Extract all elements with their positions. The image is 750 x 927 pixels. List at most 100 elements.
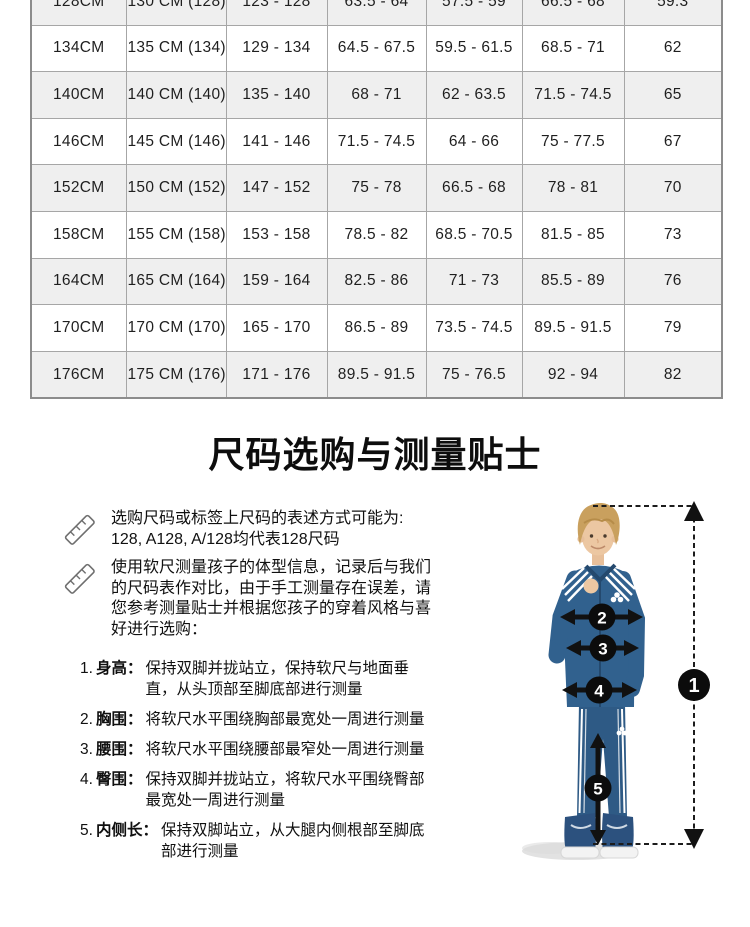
step-number: 1. (80, 660, 93, 677)
cell-size: 176CM (30, 350, 127, 399)
step-text: 保持双脚并拢站立，将软尺水平围绕臀部最宽处一周进行测量 (145, 771, 425, 809)
step-number: 2. (80, 711, 93, 728)
tip-text-line: 128, A128, A/128均代表128尺码 (111, 530, 340, 548)
tip-item-measure-advice: 使用软尺测量孩子的体型信息，记录后与我们的尺码表作对比，由于手工测量存在误差，请… (62, 558, 444, 640)
cell-size: 158CM (30, 210, 127, 259)
ruler-icon (64, 563, 95, 594)
cell-height: 165 - 170 (225, 304, 328, 352)
cell-hip: 68.5 - 71 (521, 24, 625, 73)
trefoil-logo (616, 726, 628, 736)
step-label: 身高： (95, 660, 143, 677)
cell-hip: 66.5 - 68 (521, 0, 625, 26)
cell-size-label: 155 CM (158) (125, 210, 227, 259)
cell-size-label: 170 CM (170) (125, 304, 227, 352)
cell-size-label: 145 CM (146) (125, 117, 227, 166)
tip-text-line: 选购尺码或标签上尺码的表述方式可能为: (111, 510, 404, 527)
measurement-step: 5. 内侧长： 保持双脚站立，从大腿内侧根部至脚底部进行测量 (80, 820, 436, 862)
cell-size-label: 175 CM (176) (125, 350, 227, 399)
cell-size-label: 135 CM (134) (125, 24, 227, 73)
cell-chest: 78.5 - 82 (326, 210, 427, 259)
step-text: 保持双脚站立，从大腿内侧根部至脚底部进行测量 (160, 822, 425, 860)
cell-waist: 62 - 63.5 (425, 71, 523, 119)
three-stripes (561, 567, 636, 602)
measurement-figure: 1 2 3 4 5 (522, 501, 710, 860)
table-row: 164CM 165 CM (164) 159 - 164 82.5 - 86 7… (30, 257, 723, 306)
cell-waist: 73.5 - 74.5 (425, 304, 523, 352)
table-row: 140CM 140 CM (140) 135 - 140 68 - 71 62 … (30, 71, 723, 119)
cell-hip: 75 - 77.5 (521, 117, 625, 166)
tip-text: 使用软尺测量孩子的体型信息，记录后与我们的尺码表作对比，由于手工测量存在误差，请… (111, 559, 432, 638)
cell-chest: 64.5 - 67.5 (326, 24, 427, 73)
cell-inseam: 59.3 (623, 0, 723, 26)
step-label: 腰围： (95, 741, 143, 758)
step-number: 5. (80, 822, 93, 839)
cell-chest: 82.5 - 86 (326, 257, 427, 306)
cell-size-label: 130 CM (128) (125, 0, 227, 26)
cell-inseam: 62 (623, 24, 723, 73)
measurement-step: 1. 身高： 保持双脚并拢站立，保持软尺与地面垂直，从头顶部至脚底部进行测量 (80, 658, 436, 700)
table-row: 146CM 145 CM (146) 141 - 146 71.5 - 74.5… (30, 117, 723, 166)
table-row: 152CM 150 CM (152) 147 - 152 75 - 78 66.… (30, 164, 723, 212)
tip-item-size-notation: 选购尺码或标签上尺码的表述方式可能为: 128, A128, A/128均代表1… (62, 509, 444, 550)
height-arrowheads (684, 501, 704, 849)
table-row: 176CM 175 CM (176) 171 - 176 89.5 - 91.5… (30, 350, 723, 399)
cell-height: 153 - 158 (225, 210, 328, 259)
cell-chest: 75 - 78 (326, 164, 427, 212)
trefoil-logo (610, 592, 624, 603)
measurement-step: 3. 腰围： 将软尺水平围绕腰部最窄处一周进行测量 (80, 739, 436, 760)
cell-chest: 89.5 - 91.5 (326, 350, 427, 399)
cell-size: 146CM (30, 117, 127, 166)
cell-waist: 64 - 66 (425, 117, 523, 166)
cell-size-label: 150 CM (152) (125, 164, 227, 212)
cell-inseam: 79 (623, 304, 723, 352)
cell-waist: 68.5 - 70.5 (425, 210, 523, 259)
cell-inseam: 67 (623, 117, 723, 166)
step-text: 保持双脚并拢站立，保持软尺与地面垂直，从头顶部至脚底部进行测量 (145, 660, 409, 698)
cell-chest: 63.5 - 64 (326, 0, 427, 26)
cell-size-label: 165 CM (164) (125, 257, 227, 306)
cell-size-label: 140 CM (140) (125, 71, 227, 119)
cell-hip: 89.5 - 91.5 (521, 304, 625, 352)
cell-height: 123 - 128 (225, 0, 328, 26)
cell-height: 171 - 176 (225, 350, 328, 399)
cell-waist: 57.5 - 59 (425, 0, 523, 26)
cell-waist: 71 - 73 (425, 257, 523, 306)
cell-size: 140CM (30, 71, 127, 119)
cell-inseam: 76 (623, 257, 723, 306)
step-label: 内侧长： (95, 822, 158, 839)
marker-chest: 2 (560, 603, 643, 631)
cell-inseam: 73 (623, 210, 723, 259)
cell-height: 147 - 152 (225, 164, 328, 212)
marker-hip: 4 (562, 676, 637, 704)
table-row: 134CM 135 CM (134) 129 - 134 64.5 - 67.5… (30, 24, 723, 73)
measurement-steps: 1. 身高： 保持双脚并拢站立，保持软尺与地面垂直，从头顶部至脚底部进行测量 2… (80, 658, 436, 871)
cell-height: 159 - 164 (225, 257, 328, 306)
cell-size: 128CM (30, 0, 127, 26)
cell-hip: 71.5 - 74.5 (521, 71, 625, 119)
step-text: 将软尺水平围绕胸部最宽处一周进行测量 (145, 711, 425, 728)
table-row: 128CM 130 CM (128) 123 - 128 63.5 - 64 5… (30, 0, 723, 26)
marker-number: 3 (598, 640, 607, 659)
cell-waist: 59.5 - 61.5 (425, 24, 523, 73)
marker-inseam: 5 (584, 733, 612, 845)
size-chart-table: 128CM 130 CM (128) 123 - 128 63.5 - 64 5… (30, 0, 723, 400)
cell-hip: 85.5 - 89 (521, 257, 625, 306)
step-number: 3. (80, 741, 93, 758)
marker-waist: 3 (566, 634, 639, 662)
marker-number: 5 (593, 780, 602, 799)
table-row: 158CM 155 CM (158) 153 - 158 78.5 - 82 6… (30, 210, 723, 259)
cell-inseam: 70 (623, 164, 723, 212)
tip-text: 选购尺码或标签上尺码的表述方式可能为: 128, A128, A/128均代表1… (111, 509, 444, 550)
size-chart-body: 128CM 130 CM (128) 123 - 128 63.5 - 64 5… (30, 0, 723, 399)
marker-number: 1 (688, 675, 699, 697)
cell-size: 152CM (30, 164, 127, 212)
cell-inseam: 82 (623, 350, 723, 399)
cell-inseam: 65 (623, 71, 723, 119)
step-label: 胸围： (95, 711, 143, 728)
cell-size: 134CM (30, 24, 127, 73)
measurement-step: 2. 胸围： 将软尺水平围绕胸部最宽处一周进行测量 (80, 709, 436, 730)
cell-height: 129 - 134 (225, 24, 328, 73)
cell-size: 170CM (30, 304, 127, 352)
cell-chest: 68 - 71 (326, 71, 427, 119)
